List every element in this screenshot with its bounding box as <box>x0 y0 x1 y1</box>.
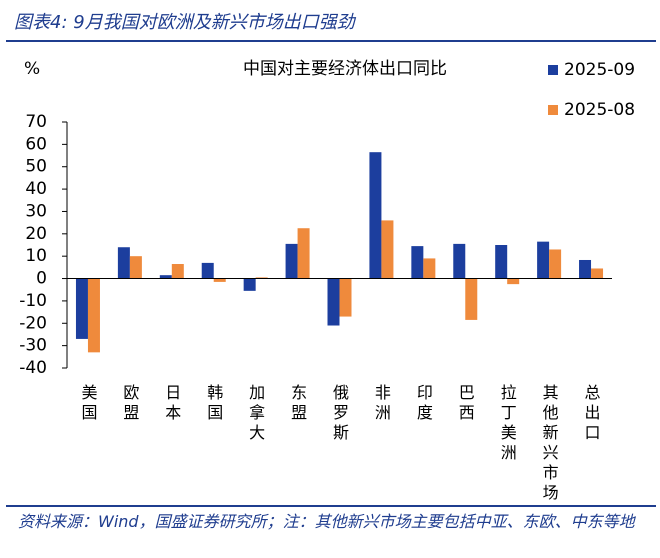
x-tick-label: 日本 <box>162 384 181 424</box>
y-tick-label: 0 <box>36 269 47 289</box>
legend-swatch <box>548 65 558 75</box>
bar <box>537 241 550 279</box>
bar <box>285 243 298 279</box>
bar <box>117 247 130 279</box>
x-tick-label: 非洲 <box>372 384 391 424</box>
header-rule <box>6 40 656 42</box>
y-tick-label: 10 <box>25 246 47 266</box>
y-tick-label: 20 <box>25 224 47 244</box>
footer-source: 资料来源：Wind，国盛证券研究所；注：其他新兴市场主要包括中亚、东欧、中东等地 <box>18 512 635 531</box>
x-tick-label: 东盟 <box>288 384 307 424</box>
x-tick-label: 印度 <box>414 384 433 424</box>
y-axis-label: % <box>24 59 40 79</box>
x-tick-label: 其他新兴市场 <box>540 384 559 502</box>
x-tick-label: 韩国 <box>204 384 223 424</box>
bar <box>297 228 310 279</box>
bar <box>243 278 256 291</box>
bar <box>381 220 394 279</box>
bar <box>213 278 226 282</box>
bar <box>411 246 424 279</box>
legend-label: 2025-08 <box>564 100 635 120</box>
y-tick-label: 40 <box>25 179 47 199</box>
bar <box>369 152 382 279</box>
y-tick-label: 50 <box>25 157 47 177</box>
x-tick-label: 俄罗斯 <box>330 384 349 444</box>
bar <box>201 262 214 279</box>
footer-rule <box>6 505 656 507</box>
bar <box>549 249 562 279</box>
x-tick-label: 欧盟 <box>120 384 139 424</box>
bar <box>453 243 466 279</box>
x-tick-label: 拉丁美洲 <box>498 384 517 464</box>
x-tick-label: 加拿大 <box>246 384 265 444</box>
legend-label: 2025-09 <box>564 60 635 80</box>
bar <box>495 245 508 279</box>
bar <box>129 256 142 279</box>
bar <box>591 268 604 279</box>
bar <box>87 278 100 353</box>
y-tick-label: 60 <box>25 134 47 154</box>
x-tick-label: 美国 <box>78 384 97 424</box>
x-tick-label: 巴西 <box>456 384 475 424</box>
bar <box>465 278 478 320</box>
y-tick-label: -30 <box>19 336 47 356</box>
bar <box>327 278 340 326</box>
bar <box>171 264 184 279</box>
x-tick-label: 总出口 <box>582 384 601 444</box>
y-tick-label: -40 <box>19 358 47 378</box>
chart-title: 中国对主要经济体出口同比 <box>243 59 447 79</box>
bar <box>75 278 88 339</box>
bar <box>579 259 592 279</box>
bar <box>159 275 172 279</box>
header-title: 图表4: 9月我国对欧洲及新兴市场出口强劲 <box>14 12 355 33</box>
bar <box>255 277 268 279</box>
y-tick-label: -20 <box>19 313 47 333</box>
y-tick-label: 30 <box>25 201 47 221</box>
bar <box>339 278 352 317</box>
bar <box>423 258 436 279</box>
legend-swatch <box>548 105 558 115</box>
y-tick-label: -10 <box>19 291 47 311</box>
y-tick-label: 70 <box>25 112 47 132</box>
bar <box>507 278 520 285</box>
